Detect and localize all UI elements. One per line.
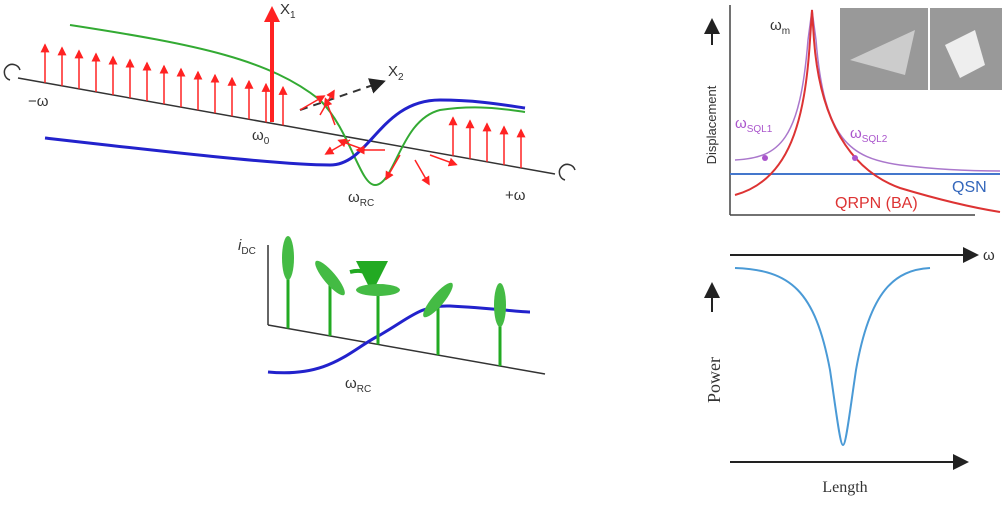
right-bottom-panel: Power Length [704,268,965,496]
label-sub: 2 [398,72,404,83]
label-sub: 1 [290,10,296,21]
label: X2 [388,63,404,83]
label: ωSQL1 [735,115,773,135]
rotation-icon [4,64,20,80]
right-top-panel: ωm ωSQL1 ωSQL2 Displacement QRPN (BA) QS… [704,5,1002,264]
figure: X1 X2 −ω +ω ω0 ωRC iDC ωRC ωm ωSQL1 ωSQL… [0,0,1008,506]
label: X1 [280,1,296,21]
label-text: ω [252,127,264,144]
label-sub: RC [360,198,374,209]
label: +ω [505,187,526,204]
sql-point [852,155,858,161]
sql-point [762,155,768,161]
red-arrow [415,160,429,184]
label-sub: DC [241,246,255,257]
label: iDC [238,237,256,257]
y-axis-label: Power [704,357,724,403]
axis-line [18,78,555,174]
green-curve [70,25,525,185]
x2-arrow [300,82,382,110]
label: QSN [952,179,987,196]
label-sub: RC [357,384,371,395]
rotation-arrow [350,271,372,285]
label: ωRC [348,189,374,209]
label-text: ω [345,375,357,392]
label-text: X [280,1,290,18]
green-ellipse [356,284,400,296]
arrow-head [264,6,280,22]
label: ωm [770,17,790,37]
y-axis-label: Displacement [704,85,719,164]
label: ωSQL2 [850,125,888,145]
label: ωRC [345,375,371,395]
label-text: ω [850,125,862,142]
x-axis-label: Length [822,479,867,496]
x-axis-label: ω [983,247,995,264]
left-bottom-panel: iDC ωRC [238,236,545,395]
label: QRPN (BA) [835,195,918,212]
blue-curve [268,306,530,373]
label-sub: 0 [264,136,270,147]
rotation-icon [559,164,575,180]
label-text: ω [735,115,747,132]
power-curve [735,268,930,445]
green-ellipse [282,236,294,280]
left-top-panel: X1 X2 −ω +ω ω0 ωRC [4,1,575,209]
axis-line [268,325,545,374]
label-sub: m [782,26,790,37]
red-arrow [339,140,365,150]
label-sub: SQL1 [747,124,773,135]
label-text: ω [348,189,360,206]
label-text: ω [770,17,782,34]
red-arrow [326,140,350,154]
label-text: X [388,63,398,80]
green-ellipse [494,283,506,327]
label-sub: SQL2 [862,134,888,145]
red-arrow [430,155,456,165]
label: −ω [28,93,49,110]
red-arrow [325,99,335,125]
label: ω0 [252,127,270,147]
red-arrow [386,155,400,179]
